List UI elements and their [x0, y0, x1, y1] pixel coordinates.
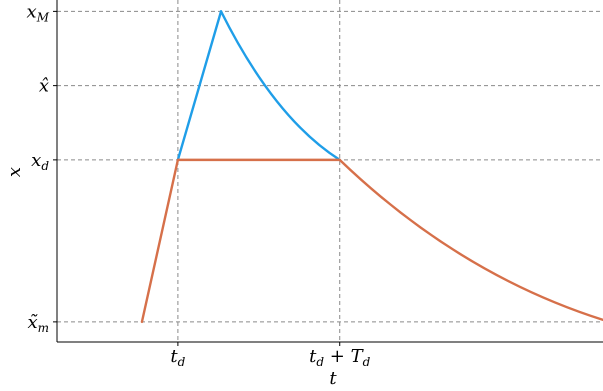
series-0 — [176, 10, 341, 162]
tick-labels: xM x̂ xd x̃m td td + Tdt x — [4, 1, 371, 389]
y-axis-label: x — [4, 167, 25, 177]
x-axis-label: t — [329, 368, 337, 389]
series-1-segment-1 — [338, 158, 603, 322]
reference-lines — [57, 0, 603, 342]
ytick-label-xm: x̃m — [27, 312, 49, 335]
series-0-segment-1 — [219, 10, 341, 162]
xtick-label-tdTd: td + Td — [309, 346, 370, 369]
series-group — [140, 10, 603, 324]
ytick-label-xd: xd — [31, 150, 49, 173]
xtick-label-td: td — [170, 346, 185, 369]
ytick-label-xM: xM — [27, 1, 50, 24]
axes — [53, 0, 603, 346]
ytick-label-xhat: x̂ — [39, 76, 49, 97]
series-1 — [140, 158, 603, 324]
series-0-segment-0 — [176, 10, 223, 162]
series-1-segment-0 — [140, 158, 341, 324]
